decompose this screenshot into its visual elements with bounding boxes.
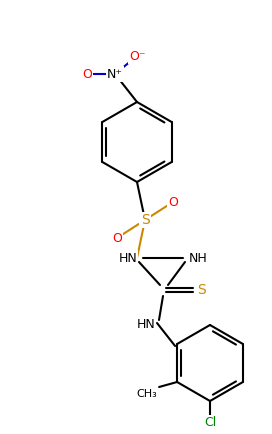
Text: S: S xyxy=(197,283,205,297)
Text: CH₃: CH₃ xyxy=(136,389,157,399)
Text: Cl: Cl xyxy=(204,417,216,430)
Text: O: O xyxy=(112,231,122,244)
Text: O⁻: O⁻ xyxy=(129,49,145,62)
Text: HN: HN xyxy=(136,319,155,332)
Text: N⁺: N⁺ xyxy=(107,68,123,80)
Text: S: S xyxy=(141,213,149,227)
Text: HN: HN xyxy=(118,251,137,264)
Text: NH: NH xyxy=(189,251,208,264)
Text: O: O xyxy=(168,195,178,208)
Text: O: O xyxy=(82,68,92,80)
